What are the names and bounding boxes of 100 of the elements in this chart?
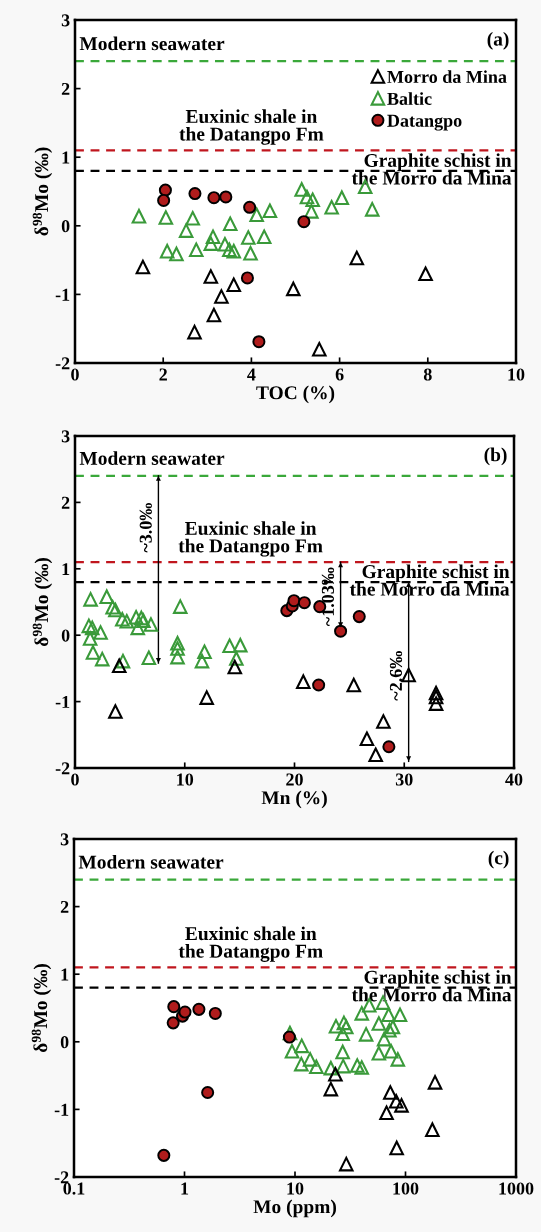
point [83,592,98,607]
point [135,259,151,275]
y-tick-label: 0 [61,220,70,233]
point [241,230,256,245]
point [297,215,311,229]
x-tick-label: 6 [335,368,344,381]
point [299,189,315,205]
x-tick-label: 8 [423,368,432,381]
point [256,229,272,245]
point [199,690,214,705]
point [240,271,254,285]
point [187,324,202,340]
ref-line-label: Graphite schist in the Morro da Mina [351,970,512,1002]
y-tick-label: 2 [61,496,70,509]
x-tick-label: 10 [287,1182,304,1195]
x-tick-label: 2 [159,368,167,381]
y-tick-label: 2 [61,82,70,95]
point [188,242,204,258]
point [286,281,301,297]
point [157,193,171,207]
point [188,187,202,201]
x-tick-label: 20 [286,773,303,786]
point [158,183,172,197]
point [418,266,433,282]
point [131,208,147,224]
x-tick-label: 10 [177,773,194,786]
x-tick-label: 1000 [499,1182,534,1195]
point [287,594,301,608]
x-tick-label: 0 [71,368,79,381]
point [382,740,396,754]
point [428,685,444,701]
point [304,204,319,219]
point [294,182,309,197]
ref-line-label: Modern seawater [79,36,225,51]
point [305,192,320,208]
point [108,704,123,719]
point [312,678,326,692]
ref-line-label: Euxinic shale in the Datangpo Fm [179,109,324,145]
point [85,645,101,660]
point [94,651,110,667]
point [214,289,229,304]
point [178,223,194,238]
point [226,277,242,293]
x-tick-label: 0.1 [63,1182,85,1195]
y-tick-label: 1 [62,151,70,164]
point [334,190,350,205]
point [205,229,221,245]
point [158,210,174,225]
x-tick-label: 1 [181,1182,189,1195]
point [203,269,219,284]
legend-label: Morro da Mina [387,70,507,83]
annotation: (b) [484,447,507,466]
point [115,611,130,627]
y-tick-label: 0 [61,629,70,642]
y-tick-label: -1 [54,1103,69,1116]
point [226,243,242,259]
annotation: ~2.6‰ [389,651,403,701]
point [249,207,264,223]
point [169,246,184,262]
point [141,650,157,666]
point [197,644,212,660]
point [227,659,243,675]
point [252,335,266,349]
y-tick-label: -2 [55,357,70,370]
point [262,203,278,218]
x-tick-label: 40 [505,773,523,786]
point [428,696,444,711]
point [359,731,375,747]
ref-line-label: Euxinic shale in the Datangpo Fm [178,521,323,557]
y-tick-label: 3 [60,833,69,846]
x-tick-label: 0 [71,773,79,786]
y-axis-title: δ$^{98}$Mo (‰) [32,147,53,236]
y-tick-label: 3 [61,14,70,27]
legend-label: Baltic [387,92,432,105]
point [111,658,127,674]
point [334,624,348,638]
annotation: (a) [487,32,509,50]
point [170,649,185,665]
point [82,631,98,646]
point [99,589,115,604]
x-tick-label: 30 [395,773,413,786]
point [368,747,384,763]
point [206,307,222,323]
point [170,635,185,651]
point [232,637,248,653]
point [349,250,365,266]
point [222,638,237,654]
point [222,216,238,232]
point [428,689,444,705]
point [207,191,221,205]
point [170,641,185,656]
point [130,620,146,636]
point [364,202,380,217]
ref-line-label: Modern seawater [78,854,224,869]
point [194,653,210,669]
y-tick-label: 1 [62,563,70,576]
point [243,200,257,214]
y-axis-title: δ$^{98}$Mo (‰) [32,558,53,647]
point [159,243,175,259]
y-tick-label: -2 [54,1171,69,1184]
